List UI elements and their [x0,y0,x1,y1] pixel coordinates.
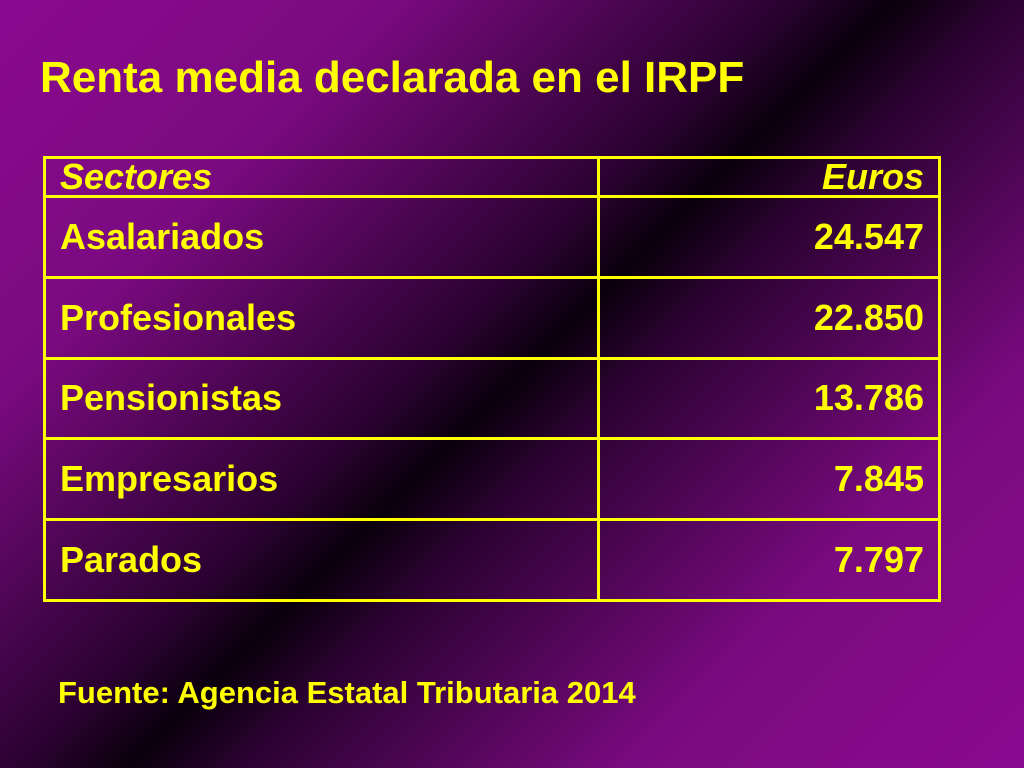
euros-cell: 22.850 [597,275,941,360]
income-table: Sectores Euros Asalariados 24.547 Profes… [43,156,941,602]
slide-title: Renta media declarada en el IRPF [40,53,745,102]
source-caption: Fuente: Agencia Estatal Tributaria 2014 [58,675,636,710]
sector-cell: Empresarios [43,437,600,522]
table-row: Asalariados 24.547 [43,195,941,279]
sector-cell: Profesionales [43,275,600,360]
sector-cell: Pensionistas [43,356,600,441]
table-row: Pensionistas 13.786 [43,356,941,441]
header-sectores: Sectores [43,156,600,198]
sector-cell: Parados [43,518,600,602]
table-row: Profesionales 22.850 [43,275,941,360]
table-header-row: Sectores Euros [43,156,941,198]
euros-cell: 13.786 [597,356,941,441]
euros-cell: 7.845 [597,437,941,522]
table-row: Empresarios 7.845 [43,437,941,522]
header-euros: Euros [597,156,941,198]
sector-cell: Asalariados [43,195,600,279]
table-row: Parados 7.797 [43,518,941,602]
euros-cell: 7.797 [597,518,941,602]
euros-cell: 24.547 [597,195,941,279]
